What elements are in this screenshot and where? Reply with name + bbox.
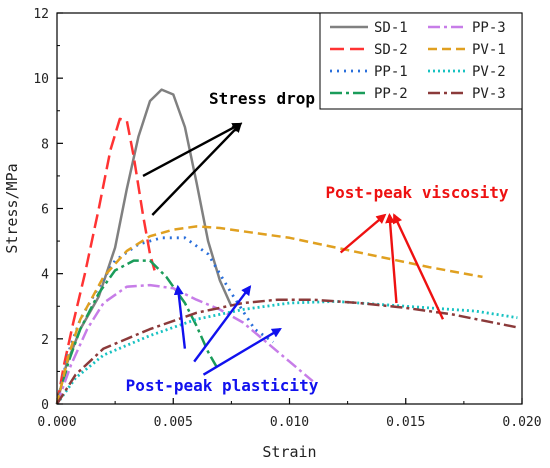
x-axis-title: Strain	[262, 443, 316, 461]
x-tick-label: 0.000	[37, 415, 76, 430]
legend: SD-1 SD-2 PP-1 PP-2 PP-3 PV-1 PV-2 PV-3	[319, 12, 523, 110]
x-tick-label: 0.020	[502, 415, 541, 430]
annotation-arrow	[202, 328, 282, 376]
legend-label: PP-1	[374, 64, 408, 80]
annotations: Stress drop Post-peak viscosity Post-peak …	[126, 89, 509, 395]
y-tick-label: 10	[33, 72, 49, 87]
y-tick-label: 0	[41, 398, 49, 413]
legend-label: SD-2	[374, 42, 408, 58]
legend-label: PV-2	[472, 64, 506, 80]
series-line-pp-3	[55, 283, 314, 405]
series-line-pv-1	[55, 225, 483, 405]
y-tick-label: 12	[33, 7, 49, 22]
series-line-pp-1	[55, 236, 275, 405]
series-lines	[55, 88, 518, 405]
legend-label: PV-3	[472, 86, 506, 102]
annotation-arrow	[142, 122, 243, 177]
y-tick-label: 2	[41, 333, 49, 348]
annotation-arrow	[173, 284, 187, 349]
ticks: 0.000 0.005 0.010 0.015 0.020 0 2 4 6 8 10 12	[33, 7, 541, 430]
annotation-arrow	[385, 213, 398, 304]
legend-label: SD-1	[374, 20, 408, 36]
annotation-arrow	[151, 122, 243, 216]
annotation-arrow	[392, 213, 445, 320]
plot-frame	[56, 12, 523, 405]
annotation-label: Stress drop	[209, 89, 315, 108]
annotation-label: Post-peak plasticity	[126, 376, 319, 395]
annotation-arrow	[193, 285, 252, 363]
y-tick-label: 8	[41, 137, 49, 152]
x-tick-label: 0.005	[154, 415, 193, 430]
y-tick-label: 6	[41, 203, 49, 218]
legend-label: PV-1	[472, 42, 506, 58]
annotation-arrow	[339, 213, 387, 254]
x-tick-label: 0.010	[270, 415, 309, 430]
series-line-pv-3	[55, 298, 518, 405]
y-axis-title: Stress/MPa	[3, 163, 21, 253]
legend-label: PP-2	[374, 86, 408, 102]
x-tick-label: 0.015	[386, 415, 425, 430]
series-line-pp-2	[55, 259, 219, 405]
series-line-sd-1	[55, 88, 233, 405]
legend-label: PP-3	[472, 20, 506, 36]
annotation-label: Post-peak viscosity	[325, 183, 508, 202]
y-tick-label: 4	[41, 268, 49, 283]
series-line-sd-2	[55, 117, 156, 405]
